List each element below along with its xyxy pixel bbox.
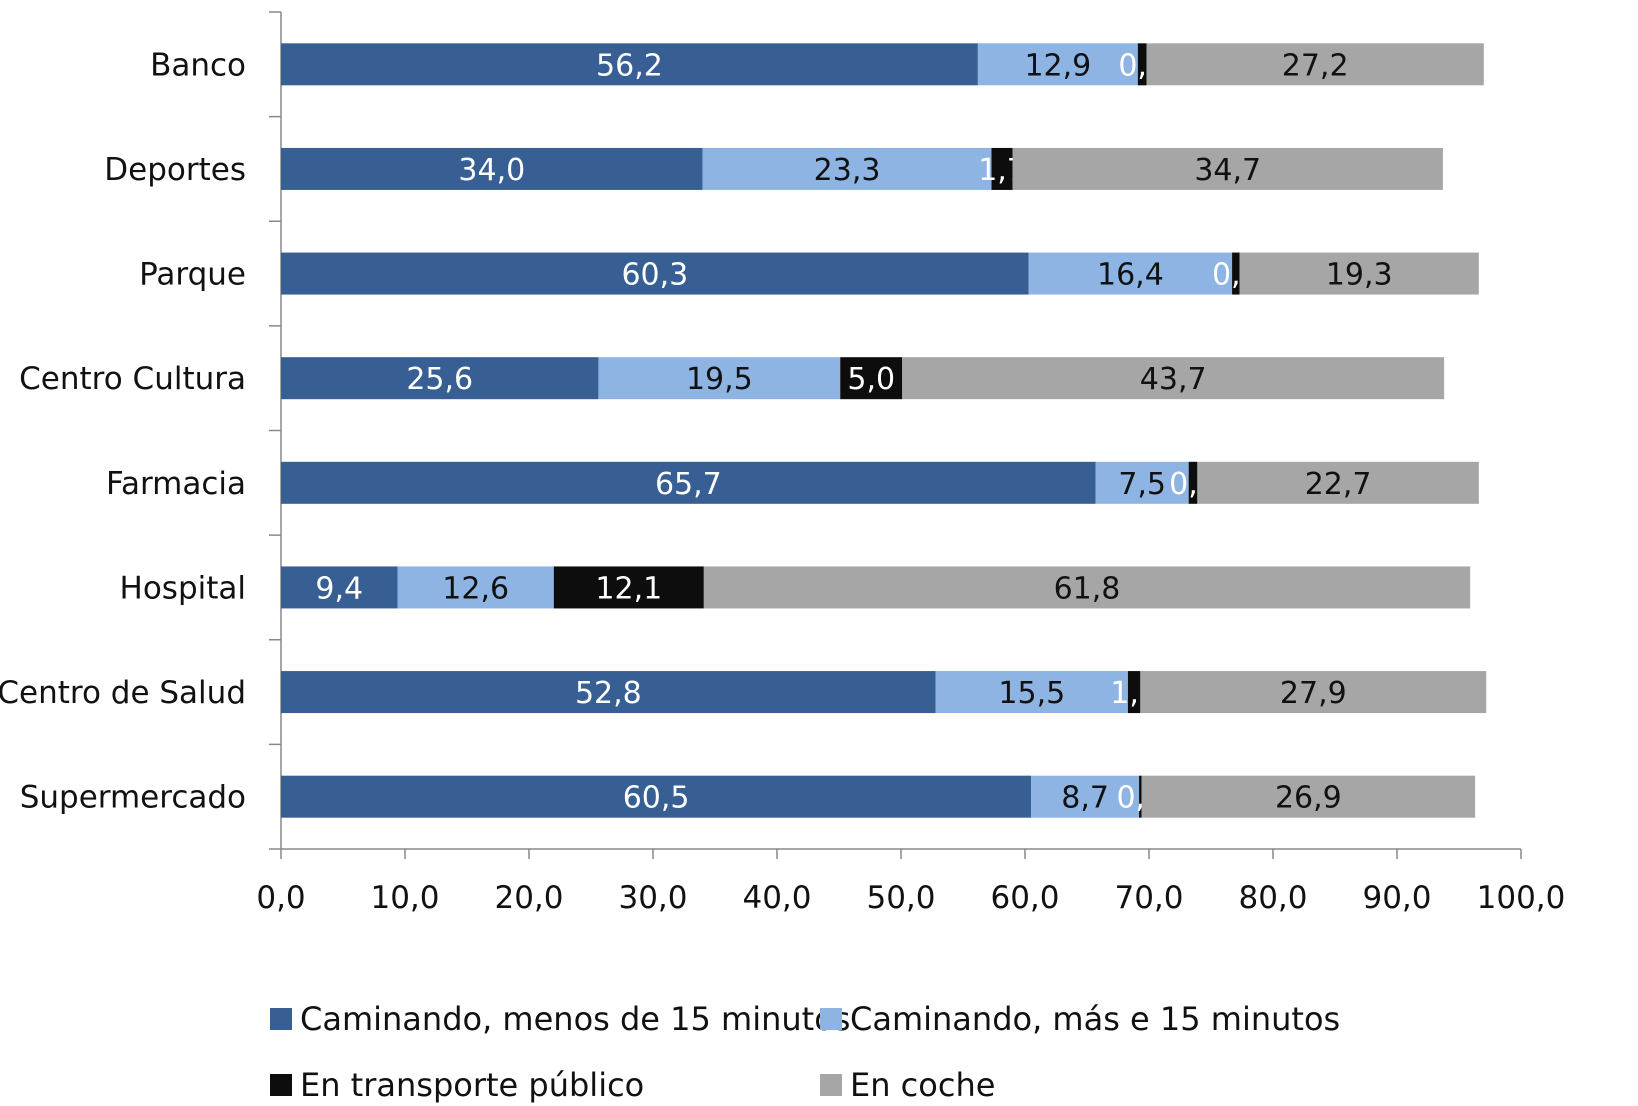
- data-label: 27,9: [1280, 676, 1347, 711]
- bar-segment: [281, 147, 703, 190]
- x-tick-label: 90,0: [1362, 880, 1431, 916]
- legend-swatch: [270, 1074, 292, 1096]
- data-label: 26,9: [1275, 781, 1342, 816]
- bar-segment: [703, 566, 1471, 609]
- x-tick-label: 20,0: [494, 880, 563, 916]
- legend-label: Caminando, más e 15 minutos: [850, 1000, 1341, 1038]
- y-tick-label: Deportes: [104, 152, 246, 188]
- x-tick-label: 10,0: [370, 880, 439, 916]
- bar-segment: [281, 566, 398, 609]
- legend-label: Caminando, menos de 15 minutos: [300, 1000, 851, 1038]
- data-label: 34,7: [1194, 153, 1261, 188]
- bar-segment: [1232, 252, 1240, 295]
- legend-label: En transporte público: [300, 1066, 645, 1104]
- x-tick-label: 60,0: [990, 880, 1059, 916]
- legend-item: Caminando, menos de 15 minutos: [270, 1000, 850, 1038]
- data-label: 34,0: [458, 153, 525, 188]
- data-label: 65,7: [655, 467, 722, 502]
- data-label: 19,3: [1326, 258, 1393, 293]
- bar-segment: [1012, 147, 1443, 190]
- data-label: 5,0: [847, 362, 895, 397]
- bar-segment: [281, 775, 1032, 818]
- bar-segment: [1239, 252, 1479, 295]
- bar-segment: [991, 147, 1013, 190]
- legend-swatch: [820, 1074, 842, 1096]
- legend-item: Caminando, más e 15 minutos: [820, 1000, 1340, 1038]
- x-tick-label: 40,0: [742, 880, 811, 916]
- x-tick-label: 30,0: [618, 880, 687, 916]
- data-label: 9,4: [315, 571, 363, 606]
- data-label: 56,2: [596, 48, 663, 83]
- bar-segment: [1095, 461, 1189, 504]
- bar-segment: [1188, 461, 1198, 504]
- bar-segment: [553, 566, 704, 609]
- bar-segment: [1028, 252, 1233, 295]
- bar-segment: [1031, 775, 1140, 818]
- y-tick-label: Centro Cultura: [19, 361, 246, 397]
- bar-segment: [281, 671, 936, 714]
- y-tick-label: Supermercado: [20, 780, 246, 816]
- legend-item: En transporte público: [270, 1066, 644, 1104]
- bar-segment: [281, 357, 599, 400]
- data-label: 7,5: [1118, 467, 1166, 502]
- bar-segment: [1137, 43, 1147, 86]
- y-tick-label: Banco: [150, 47, 246, 83]
- data-label: 27,2: [1282, 48, 1349, 83]
- bar-segment: [1140, 671, 1487, 714]
- y-tick-label: Farmacia: [106, 466, 246, 502]
- y-tick-label: Hospital: [120, 570, 246, 606]
- bar-segment: [281, 43, 978, 86]
- data-label: 8,7: [1061, 781, 1109, 816]
- bar-segment: [1127, 671, 1141, 714]
- bar-segment: [397, 566, 554, 609]
- data-label: 60,3: [621, 258, 688, 293]
- bar-segment: [1146, 43, 1484, 86]
- data-label: 22,7: [1305, 467, 1372, 502]
- bar-segment: [840, 357, 903, 400]
- x-tick-label: 100,0: [1477, 880, 1566, 916]
- legend-swatch: [820, 1008, 842, 1030]
- x-tick-label: 80,0: [1238, 880, 1307, 916]
- data-label: 12,1: [595, 571, 662, 606]
- legend-item: En coche: [820, 1066, 995, 1104]
- chart-plot-area: 0,0 10,0 20,0 30,0 40,0 50,0 60,0 70,0 80,0 90,0 1…: [0, 11, 1566, 916]
- x-tick-label: 0,0: [256, 880, 305, 916]
- data-label: 60,5: [623, 781, 690, 816]
- data-label: 23,3: [814, 153, 881, 188]
- x-tick-label: 50,0: [866, 880, 935, 916]
- y-tick-label: Centro de Salud: [0, 675, 246, 711]
- x-tick-label: 70,0: [1114, 880, 1183, 916]
- legend-swatch: [270, 1008, 292, 1030]
- bar-segment: [1139, 775, 1142, 818]
- legend-label: En coche: [850, 1066, 996, 1104]
- bar-segment: [902, 357, 1445, 400]
- data-label: 16,4: [1097, 258, 1164, 293]
- bar-segment: [935, 671, 1128, 714]
- data-label: 19,5: [686, 362, 753, 397]
- data-label: 12,6: [442, 571, 509, 606]
- data-label: 43,7: [1140, 362, 1207, 397]
- bar-segment: [977, 43, 1138, 86]
- y-tick-label: Parque: [139, 257, 246, 293]
- chart-legend: Caminando, menos de 15 minutos Caminando,…: [270, 1000, 1410, 1106]
- bar-segment: [1197, 461, 1479, 504]
- bar-segment: [281, 461, 1096, 504]
- data-label: 52,8: [575, 676, 642, 711]
- data-label: 25,6: [406, 362, 473, 397]
- bar-segment: [702, 147, 992, 190]
- bar-segment: [598, 357, 841, 400]
- data-label: 12,9: [1024, 48, 1091, 83]
- bar-segment: [1141, 775, 1476, 818]
- data-label: 61,8: [1054, 571, 1121, 606]
- data-label: 15,5: [998, 676, 1065, 711]
- bar-segment: [281, 252, 1029, 295]
